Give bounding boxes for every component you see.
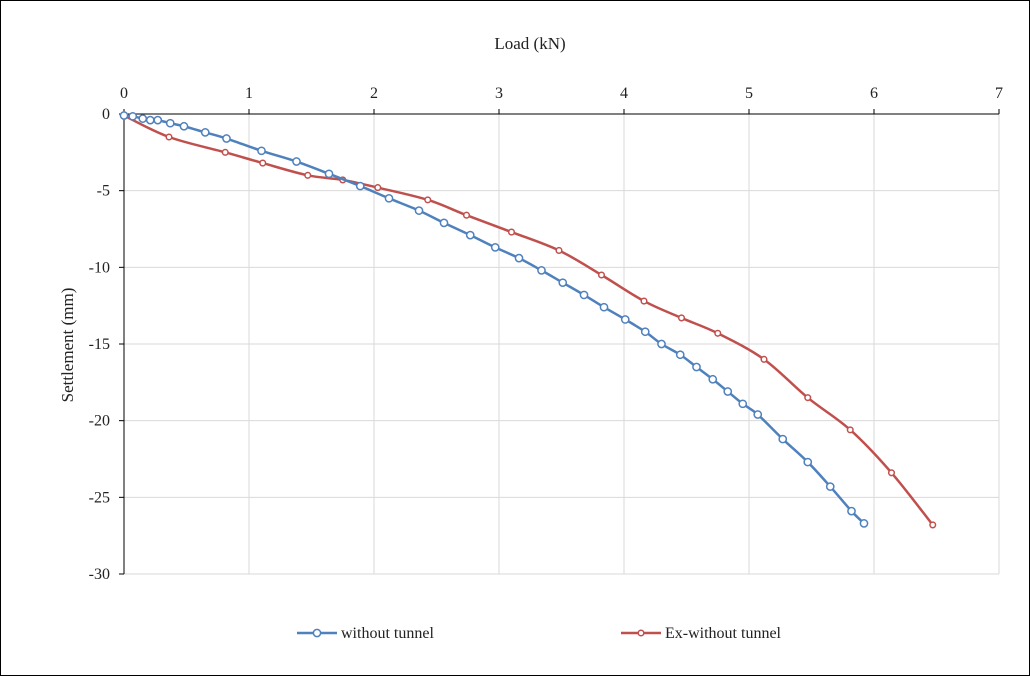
y-tick-label: -15 bbox=[89, 336, 110, 353]
data-point bbox=[723, 387, 733, 396]
data-point bbox=[825, 482, 835, 491]
data-point bbox=[138, 114, 148, 123]
data-point bbox=[708, 374, 718, 384]
y-tick-label: -30 bbox=[89, 566, 110, 583]
axes bbox=[119, 109, 1000, 575]
x-axis-title: Load (kN) bbox=[494, 34, 565, 53]
data-point bbox=[414, 206, 424, 215]
data-point bbox=[259, 159, 267, 167]
series-ex-without-tunnel bbox=[120, 111, 937, 529]
data-point bbox=[675, 350, 685, 360]
x-tick-label: 0 bbox=[120, 85, 128, 102]
data-point bbox=[640, 297, 648, 305]
data-point bbox=[803, 457, 813, 467]
data-point bbox=[222, 134, 231, 143]
data-point bbox=[804, 394, 812, 402]
data-point bbox=[490, 243, 500, 252]
x-tick-label: 4 bbox=[620, 85, 628, 102]
data-point bbox=[292, 157, 301, 166]
data-point bbox=[778, 434, 788, 444]
x-tick-label: 6 bbox=[870, 85, 878, 102]
tick-labels: 0 1 2 3 4 5 6 7 0 -5 -10 -15 -20 -25 -30 bbox=[89, 85, 1003, 583]
data-point bbox=[753, 410, 763, 419]
data-point bbox=[579, 290, 589, 300]
legend-swatch-marker bbox=[637, 629, 645, 637]
data-point bbox=[200, 128, 210, 137]
data-point bbox=[119, 111, 129, 120]
x-tick-label: 1 bbox=[245, 85, 253, 102]
data-point bbox=[324, 169, 334, 179]
data-point bbox=[657, 339, 666, 349]
y-tick-label: -25 bbox=[89, 489, 110, 506]
data-point bbox=[257, 146, 266, 156]
data-point bbox=[597, 271, 606, 279]
data-point bbox=[640, 327, 650, 337]
data-point bbox=[462, 211, 471, 219]
series-without-tunnel bbox=[119, 111, 869, 528]
data-point bbox=[507, 228, 516, 236]
data-point bbox=[620, 315, 630, 324]
data-point bbox=[514, 253, 524, 263]
data-point bbox=[738, 399, 748, 409]
data-point bbox=[555, 246, 563, 255]
data-point bbox=[846, 426, 854, 434]
legend-label: Ex-without tunnel bbox=[665, 625, 782, 642]
legend-label: without tunnel bbox=[341, 625, 434, 642]
data-point bbox=[859, 519, 869, 528]
data-point bbox=[165, 133, 173, 141]
x-tick-label: 2 bbox=[370, 85, 378, 102]
data-point bbox=[165, 118, 175, 128]
data-point bbox=[128, 111, 138, 121]
data-point bbox=[599, 302, 609, 312]
data-point bbox=[714, 329, 722, 337]
data-point bbox=[145, 115, 155, 125]
series bbox=[119, 111, 937, 529]
data-point bbox=[887, 469, 896, 477]
data-point bbox=[465, 230, 475, 240]
y-tick-label: -10 bbox=[89, 259, 110, 276]
data-point bbox=[153, 115, 163, 125]
data-point bbox=[221, 148, 229, 156]
y-axis-title: Settlement (mm) bbox=[58, 288, 77, 403]
series-line-without-tunnel bbox=[123, 114, 865, 525]
legend-item-ex-without-tunnel: Ex-without tunnel bbox=[621, 625, 782, 642]
legend: without tunnel Ex-without tunnel bbox=[297, 625, 782, 642]
x-tick-label: 5 bbox=[745, 85, 753, 102]
data-point bbox=[847, 506, 856, 516]
data-point bbox=[677, 314, 686, 322]
x-tick-label: 7 bbox=[995, 85, 1003, 102]
data-point bbox=[179, 121, 189, 131]
data-point bbox=[355, 181, 365, 191]
y-tick-label: 0 bbox=[102, 106, 110, 123]
data-point bbox=[424, 196, 432, 204]
data-point bbox=[760, 355, 768, 363]
legend-item-without-tunnel: without tunnel bbox=[297, 625, 434, 642]
data-point bbox=[439, 218, 449, 228]
gridlines bbox=[124, 114, 1000, 575]
data-point bbox=[692, 362, 701, 372]
y-tick-label: -5 bbox=[97, 183, 110, 200]
data-point bbox=[374, 184, 382, 192]
data-point bbox=[558, 278, 568, 288]
data-point bbox=[384, 193, 394, 203]
data-point bbox=[929, 521, 937, 529]
x-tick-label: 3 bbox=[495, 85, 503, 102]
data-point bbox=[304, 171, 312, 179]
y-tick-label: -20 bbox=[89, 413, 110, 430]
data-point bbox=[537, 266, 546, 275]
legend-swatch-marker bbox=[312, 628, 322, 638]
